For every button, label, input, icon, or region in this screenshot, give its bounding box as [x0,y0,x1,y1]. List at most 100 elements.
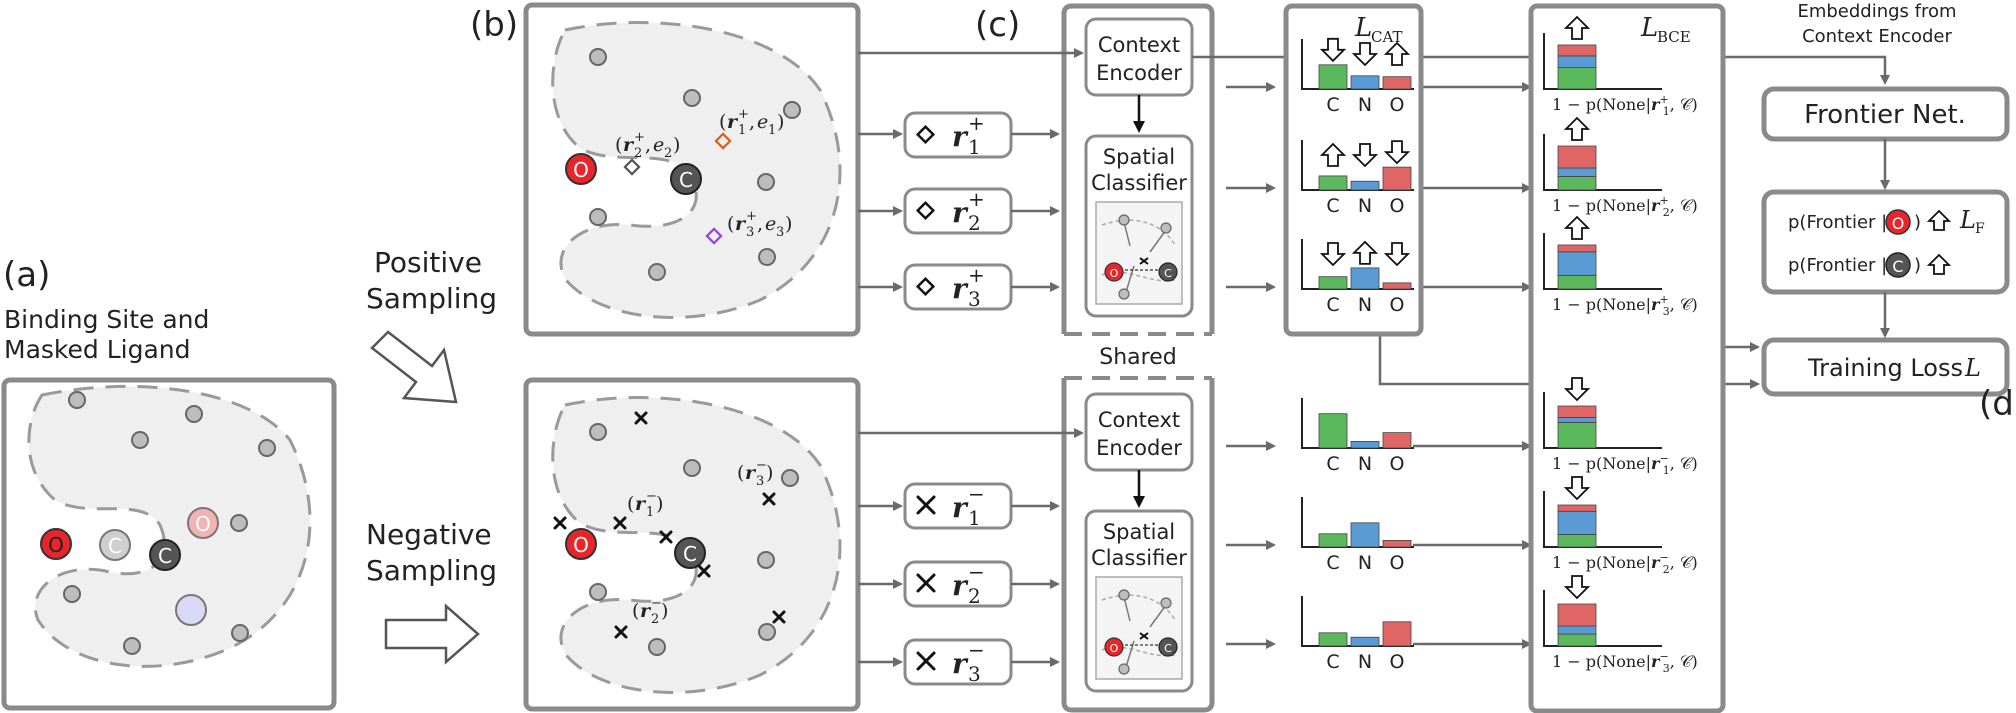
svg-text:L: L [1964,354,1981,382]
b-bottom-carbon-atom [674,537,706,569]
stack-N [1557,167,1597,177]
model-top-box [1061,3,1215,334]
svg-text:O: O [1110,642,1119,655]
spatial-classifier-bottom: Spatial Classifier O C [1084,509,1194,693]
svg-text:Encoder: Encoder [1096,61,1182,85]
frontier-prob-carbon: p(Frontier | C ) [1788,252,1952,278]
svg-text:2: 2 [634,146,642,161]
b-bottom-oxygen-atom [565,528,597,560]
bce-axis-label: 1 − p(None|r− 1, 𝒞) [1552,452,1698,477]
pocket-b-top-atoms [589,48,801,281]
svg-text:1: 1 [968,135,981,159]
bce-arrow-up [1563,15,1591,40]
bce-axis [1543,590,1662,647]
b-top-oxygen-label: O [573,158,589,182]
svg-text:): ) [673,134,680,156]
svg-text:−: − [651,596,662,611]
svg-text:(: ( [737,462,744,484]
stack-O [1557,244,1597,253]
positive-sample-2-label: (r +2 ,e 2) [615,130,680,161]
svg-text:+: + [968,263,985,287]
stack-O [1557,405,1597,418]
tick-C: C [1326,294,1339,316]
svg-text:O: O [1110,267,1119,280]
tick-O: O [1390,552,1405,574]
bce-axis [1543,491,1662,548]
svg-text:L: L [1640,13,1658,43]
b-bottom-carbon-label: C [683,542,697,566]
bce-arrow-down [1563,476,1591,501]
stack-N [1557,55,1597,68]
svg-text:Spatial: Spatial [1103,520,1175,544]
bce-axis [1543,134,1662,191]
tick-N: N [1358,651,1372,673]
bce-chart-1: 1 − p(None|r+ 1, 𝒞) [1543,15,1698,118]
svg-text:−: − [968,560,985,584]
svg-text:+: + [968,111,985,135]
svg-text:C: C [1164,267,1172,280]
svg-text:Context: Context [1098,33,1180,57]
svg-text:Training Loss: Training Loss [1807,354,1963,382]
tick-O: O [1390,453,1405,475]
pocket-a [27,384,312,668]
tick-O: O [1390,651,1405,673]
change-arrow-up [1319,142,1347,167]
positive-sampling-1: Positive [374,246,482,279]
masked-ligand-atoms: O C C O [40,507,219,626]
bce-arrow-down [1563,575,1591,600]
svg-text:+: + [746,209,757,224]
bar-N [1350,440,1380,449]
positive-sample-1-label: (r +1 ,e 1) [719,107,784,138]
bce-axis-label: 1 − p(None|r+ 2, 𝒞) [1552,194,1698,219]
bar-N [1350,180,1380,191]
svg-text:r: r [727,111,739,133]
stack-N [1557,510,1597,535]
bar-C [1318,276,1348,290]
negative-sample-crosses [553,411,786,639]
stack-N [1557,251,1597,276]
query-box-pos-3: r + 3 [903,263,1013,311]
atom-masked-oxygen-label: O [195,512,211,536]
stack-C [1557,274,1597,290]
svg-text:C: C [1164,642,1172,655]
stack-C [1557,422,1597,449]
embeddings-line-1: Embeddings from [1797,1,1956,22]
bar-O [1382,621,1412,647]
svg-text:): ) [661,600,668,622]
b-top-oxygen-atom [565,153,597,185]
negative-sample-1-label: (r −1 ) [627,489,663,520]
tick-O: O [1390,294,1405,316]
change-arrow-down [1351,42,1379,67]
query-box-pos-1: r + 1 [903,111,1013,159]
svg-text:): ) [777,111,784,133]
bce-axis-label: 1 − p(None|r+ 1, 𝒞) [1552,93,1698,118]
svg-text:3: 3 [968,287,981,311]
tick-C: C [1326,94,1339,116]
svg-text:r: r [623,134,635,156]
bar-O [1382,432,1412,449]
svg-text:r: r [952,196,969,229]
query-box-neg-2: r − 2 [903,560,1013,608]
svg-text:C: C [1892,257,1903,276]
bce-axis [1543,392,1662,449]
bar-N [1350,267,1380,290]
svg-text:,: , [757,213,763,235]
svg-text:e: e [757,111,768,133]
svg-text:e: e [765,213,776,235]
svg-text:F: F [1975,221,1985,237]
b-top-carbon-label: C [679,168,693,192]
panel-a-title-2: Masked Ligand [4,335,190,364]
model-bottom-box [1061,378,1215,713]
tick-C: C [1326,195,1339,217]
negative-sampling-1: Negative [366,518,492,551]
training-loss-label: Training Loss L [1807,354,1981,382]
tick-N: N [1358,294,1372,316]
pocket-a-atoms [63,391,276,655]
bce-chart-3: 1 − p(None|r+ 3, 𝒞) [1543,215,1698,318]
svg-text:Context: Context [1098,408,1180,432]
svg-text:BCE: BCE [1657,28,1691,46]
svg-text:): ) [656,493,663,515]
tick-N: N [1358,453,1372,475]
positive-sample-3 [705,227,723,245]
